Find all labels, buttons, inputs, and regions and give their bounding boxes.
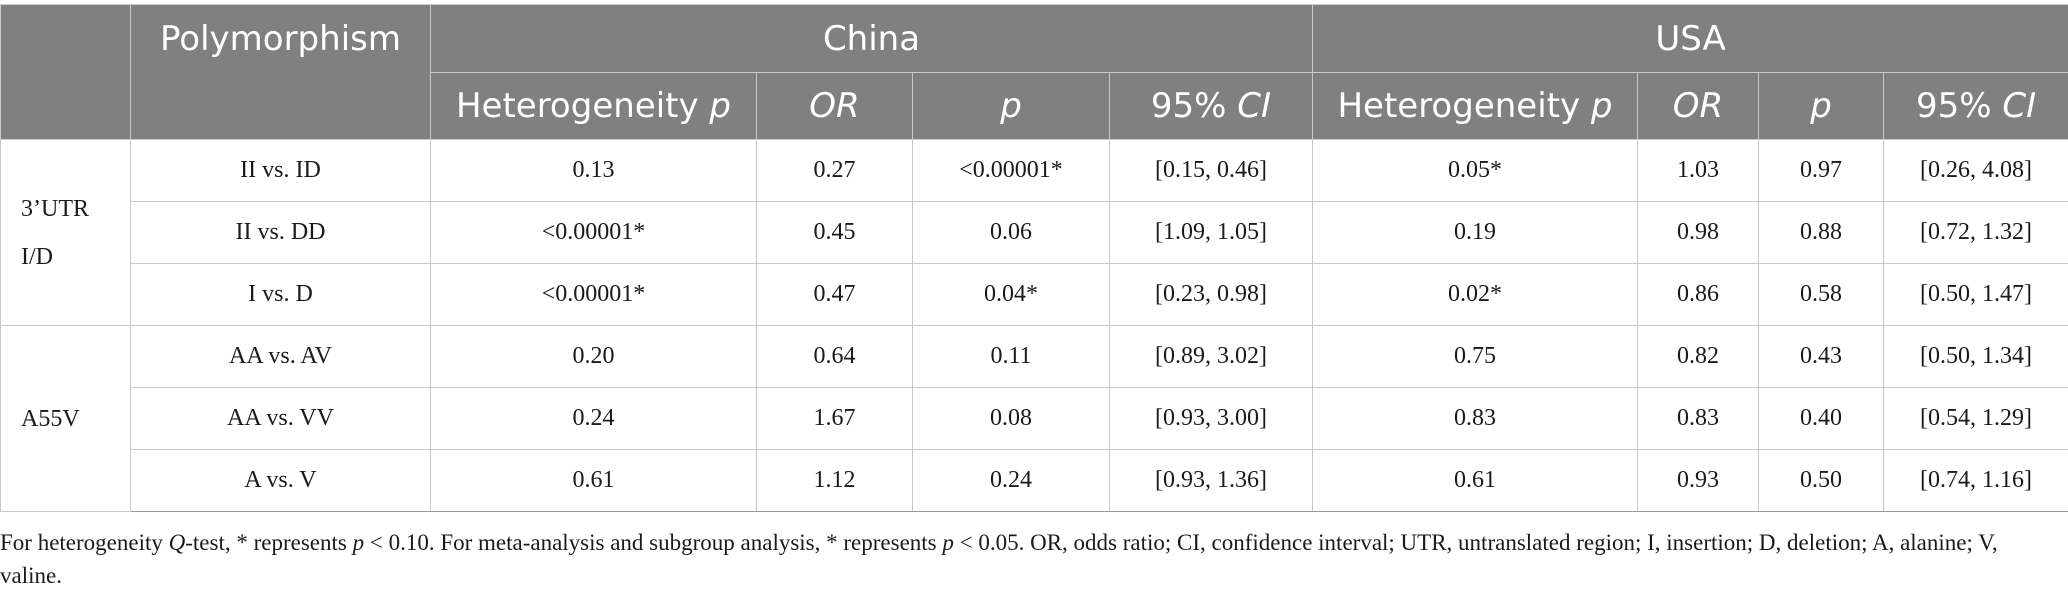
cell-usa-ci: [0.26, 4.08] [1882, 139, 2068, 202]
cell-usa-or: 0.98 [1637, 201, 1759, 264]
header-usa-p: p [1758, 72, 1884, 140]
cell-china-ci: [1.09, 1.05] [1109, 201, 1313, 264]
cell-china-p: 0.06 [912, 201, 1110, 264]
footnote-text: For heterogeneity [0, 530, 169, 555]
cell-usa-or: 1.03 [1637, 139, 1759, 202]
header-usa: USA [1311, 4, 2068, 73]
table-row: II vs. DD <0.00001* 0.45 0.06 [1.09, 1.0… [1, 201, 2068, 264]
header-polymorphism: Polymorphism [130, 4, 431, 140]
header-het-p: p [1590, 86, 1613, 126]
cell-usa-het: 0.83 [1312, 387, 1638, 450]
header-china-p: p [912, 72, 1110, 140]
cell-china-het: 0.20 [430, 325, 757, 388]
cell-usa-ci: [0.50, 1.34] [1882, 325, 2068, 388]
cell-china-or: 1.12 [756, 449, 913, 512]
cell-china-ci: [0.15, 0.46] [1109, 139, 1313, 202]
cell-china-het: 0.24 [430, 387, 757, 450]
header-china-ci: 95% CI [1109, 72, 1313, 140]
cell-china-het: 0.61 [430, 449, 757, 512]
table-footnote: For heterogeneity Q-test, * represents p… [0, 526, 2060, 592]
footnote-text: < 0.05. OR, odds ratio; CI, confidence i… [0, 530, 1998, 588]
cell-usa-het: 0.19 [1312, 201, 1638, 264]
table-row: A55V AA vs. AV 0.20 0.64 0.11 [0.89, 3.0… [0, 325, 2068, 512]
table-row: A vs. V 0.61 1.12 0.24 [0.93, 1.36] 0.61… [1, 449, 2068, 512]
cell-china-ci: [0.93, 1.36] [1109, 449, 1313, 512]
footnote-p: p [942, 530, 954, 555]
table-row: I vs. D <0.00001* 0.47 0.04* [0.23, 0.98… [1, 263, 2068, 326]
cell-usa-ci: [0.50, 1.47] [1882, 263, 2068, 326]
header-het-label: Heterogeneity [455, 86, 710, 126]
footnote-p: p [352, 530, 365, 555]
cell-comparison: AA vs. AV [130, 325, 431, 388]
cell-china-ci: [0.93, 3.00] [1109, 387, 1313, 450]
cell-china-p: 0.08 [912, 387, 1110, 450]
header-het-p: p [709, 86, 732, 126]
cell-china-het: <0.00001* [430, 263, 757, 326]
cell-usa-het: 0.61 [1312, 449, 1638, 512]
cell-usa-het: 0.75 [1312, 325, 1638, 388]
header-ci-label: CI [2002, 86, 2037, 126]
cell-china-or: 0.45 [756, 201, 913, 264]
cell-usa-or: 0.86 [1637, 263, 1759, 326]
header-ci-label: CI [1237, 86, 1272, 126]
cell-china-p: 0.11 [912, 325, 1110, 388]
cell-comparison: I vs. D [130, 263, 431, 326]
cell-china-or: 0.27 [756, 139, 913, 202]
cell-usa-p: 0.43 [1758, 325, 1884, 388]
cell-china-p: <0.00001* [912, 139, 1110, 202]
cell-china-or: 0.47 [756, 263, 913, 326]
table-row: AA vs. VV 0.24 1.67 0.08 [0.93, 3.00] 0.… [1, 387, 2068, 450]
cell-usa-p: 0.88 [1758, 201, 1884, 264]
footnote-q: Q [168, 530, 186, 555]
cell-usa-p: 0.97 [1758, 139, 1884, 202]
cell-usa-ci: [0.72, 1.32] [1882, 201, 2068, 264]
cell-comparison: II vs. ID [130, 139, 431, 202]
cell-china-het: <0.00001* [430, 201, 757, 264]
cell-usa-or: 0.83 [1637, 387, 1759, 450]
cell-china-het: 0.13 [430, 139, 757, 202]
header-ci-pre: 95% [1150, 86, 1238, 126]
header-ci-pre: 95% [1915, 86, 2003, 126]
header-usa-ci: 95% CI [1882, 72, 2068, 140]
group-label-line: 3’UTR [21, 195, 89, 222]
group-label-line: A55V [21, 405, 80, 432]
cell-usa-ci: [0.54, 1.29] [1882, 387, 2068, 450]
cell-comparison: A vs. V [130, 449, 431, 512]
cell-comparison: II vs. DD [130, 201, 431, 264]
cell-china-ci: [0.23, 0.98] [1109, 263, 1313, 326]
cell-china-or: 0.64 [756, 325, 913, 388]
footnote-text: < 0.10. For meta-analysis and subgroup a… [364, 530, 943, 555]
header-usa-or: OR [1637, 72, 1759, 140]
group-label-line: I/D [21, 243, 53, 270]
cell-usa-or: 0.82 [1637, 325, 1759, 388]
header-china: China [430, 4, 1313, 73]
cell-usa-p: 0.58 [1758, 263, 1884, 326]
cell-china-or: 1.67 [756, 387, 913, 450]
cell-china-ci: [0.89, 3.02] [1109, 325, 1313, 388]
cell-usa-ci: [0.74, 1.16] [1882, 449, 2068, 512]
cell-china-p: 0.24 [912, 449, 1110, 512]
cell-usa-het: 0.05* [1312, 139, 1638, 202]
cell-usa-p: 0.40 [1758, 387, 1884, 450]
cell-usa-p: 0.50 [1758, 449, 1884, 512]
cell-usa-or: 0.93 [1637, 449, 1759, 512]
results-table: Polymorphism China USA Heterogeneity p O… [0, 4, 2068, 512]
group-label-a55v: A55V [0, 325, 131, 512]
header-het-label: Heterogeneity [1337, 86, 1591, 126]
cell-usa-het: 0.02* [1312, 263, 1638, 326]
header-china-or: OR [756, 72, 913, 140]
header-usa-heterogeneity: Heterogeneity p [1312, 72, 1638, 140]
footnote-text: -test, * represents [185, 530, 353, 555]
cell-china-p: 0.04* [912, 263, 1110, 326]
table-row: 3’UTR I/D II vs. ID 0.13 0.27 <0.00001* [… [0, 139, 2068, 326]
group-label-utr: 3’UTR I/D [0, 139, 131, 326]
header-china-heterogeneity: Heterogeneity p [430, 72, 757, 140]
cell-comparison: AA vs. VV [130, 387, 431, 450]
header-corner-cell [0, 4, 131, 140]
